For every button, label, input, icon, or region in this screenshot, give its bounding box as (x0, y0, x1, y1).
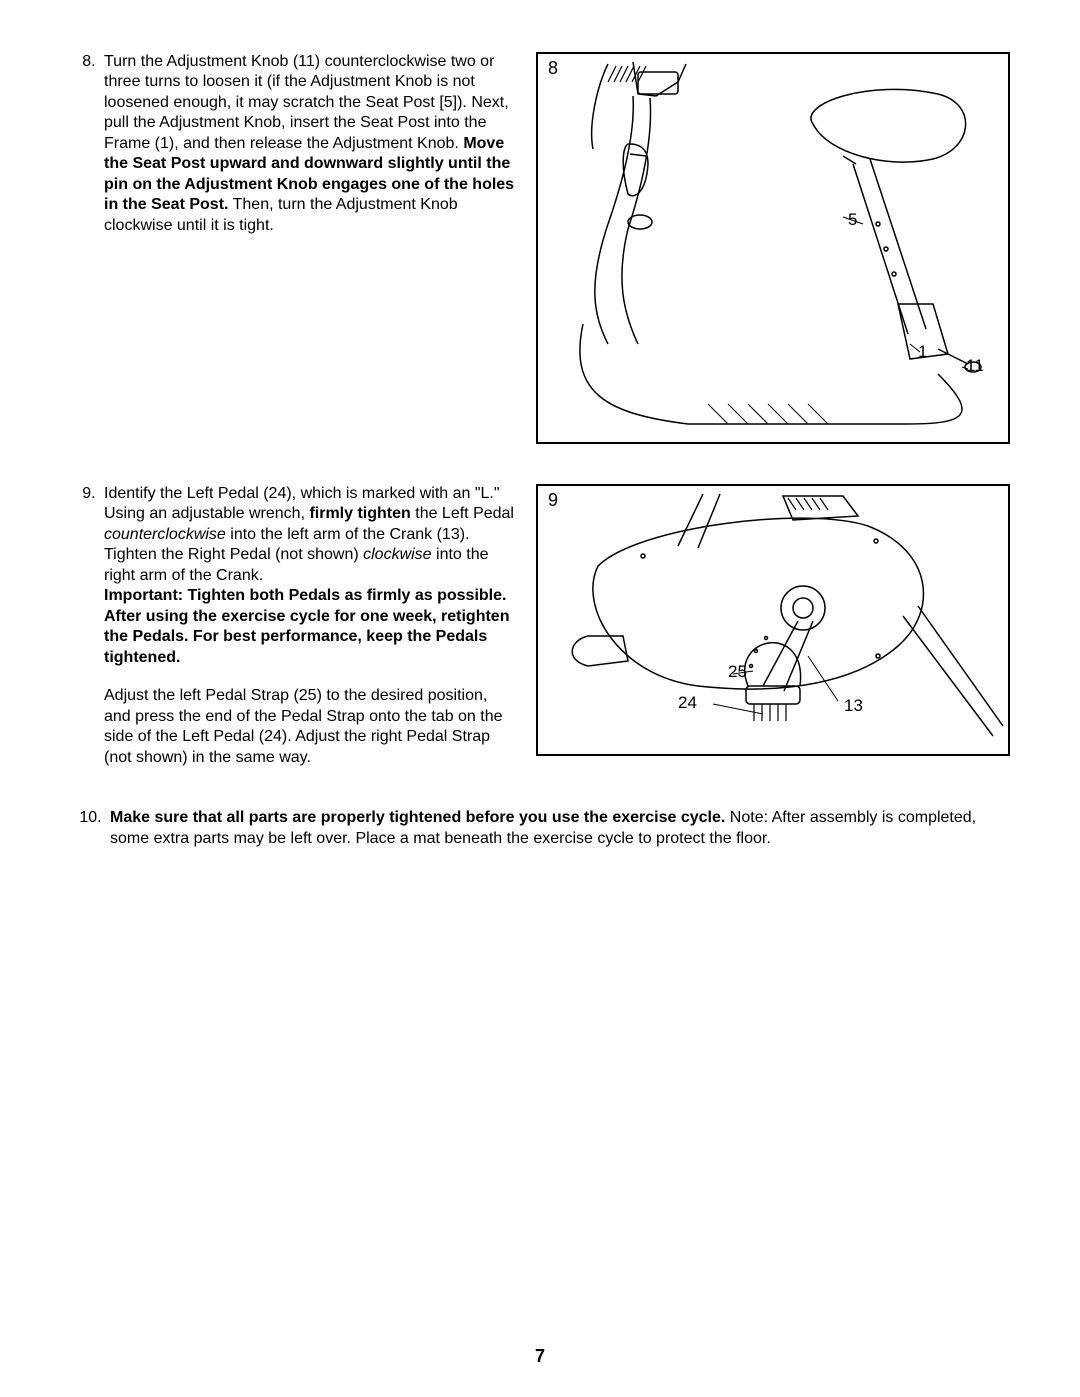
manual-page: Turn the Adjustment Knob (11) counterclo… (0, 0, 1080, 1397)
paragraph-gap (104, 668, 518, 686)
step-9-item: Identify the Left Pedal (24), which is m… (100, 484, 518, 768)
step9-c: the Left Pedal (411, 505, 514, 522)
step-8-row: Turn the Adjustment Knob (11) counterclo… (70, 52, 1010, 444)
figure-8-svg (538, 54, 1008, 442)
callout-25: 25 (728, 662, 747, 682)
step-8-list: Turn the Adjustment Knob (11) counterclo… (70, 52, 518, 236)
callout-24: 24 (678, 693, 697, 713)
callout-1: 1 (918, 342, 927, 362)
step-8-item: Turn the Adjustment Knob (11) counterclo… (100, 52, 518, 236)
callout-11: 11 (966, 356, 984, 376)
step-10-item: Make sure that all parts are properly ti… (106, 808, 1010, 849)
figure-9: 9 (536, 484, 1010, 756)
step9-f: clockwise (363, 546, 431, 563)
step9-i: Adjust the left Pedal Strap (25) to the … (104, 687, 503, 765)
callout-5: 5 (848, 210, 857, 230)
figure-9-label: 9 (548, 490, 558, 511)
step-9-text: Identify the Left Pedal (24), which is m… (70, 484, 518, 768)
step-10-row: Make sure that all parts are properly ti… (70, 808, 1010, 849)
step-9-list: Identify the Left Pedal (24), which is m… (70, 484, 518, 768)
page-number: 7 (0, 1346, 1080, 1367)
step-10-list: Make sure that all parts are properly ti… (76, 808, 1010, 849)
step-8-figure-col: 8 (536, 52, 1010, 444)
figure-8: 8 (536, 52, 1010, 444)
step9-d: counterclockwise (104, 526, 226, 543)
figure-9-svg (538, 486, 1008, 754)
step10-a: Make sure that all parts are properly ti… (110, 809, 725, 826)
step9-b: firmly tighten (309, 505, 410, 522)
step8-text-a: Turn the Adjustment Knob (11) counterclo… (104, 53, 509, 152)
callout-13: 13 (844, 696, 863, 716)
figure-8-label: 8 (548, 58, 558, 79)
step-8-text: Turn the Adjustment Knob (11) counterclo… (70, 52, 518, 444)
step-9-row: Identify the Left Pedal (24), which is m… (70, 484, 1010, 768)
step9-h: Important: Tighten both Pedals as firmly… (104, 587, 509, 665)
step-9-figure-col: 9 (536, 484, 1010, 768)
